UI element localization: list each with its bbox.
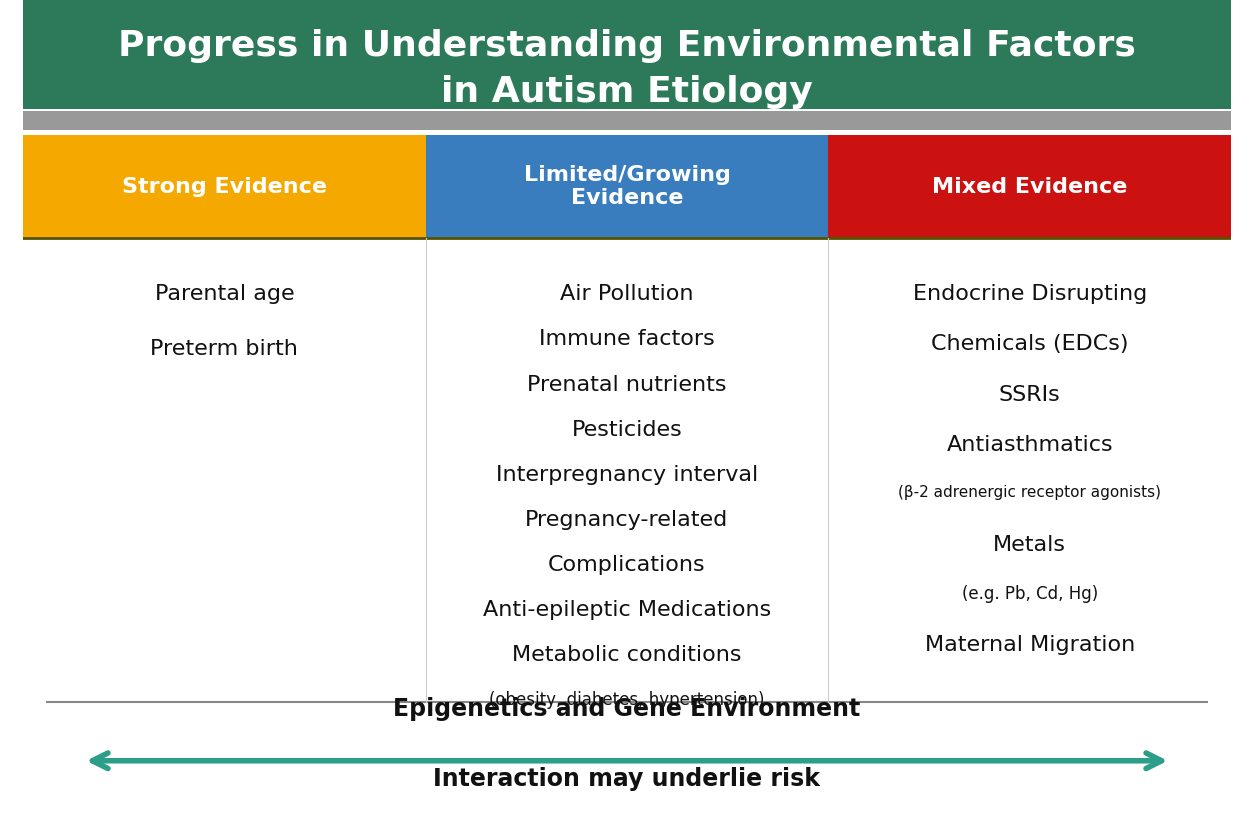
Text: Chemicals (EDCs): Chemicals (EDCs) [930, 334, 1129, 354]
Text: Mixed Evidence: Mixed Evidence [932, 177, 1127, 196]
Text: Prenatal nutrients: Prenatal nutrients [527, 375, 727, 395]
Text: Preterm birth: Preterm birth [150, 339, 298, 359]
Text: SSRIs: SSRIs [998, 385, 1061, 405]
Text: Metabolic conditions: Metabolic conditions [512, 645, 742, 665]
Text: Metals: Metals [993, 535, 1066, 555]
Text: Endocrine Disrupting: Endocrine Disrupting [913, 284, 1147, 304]
Text: Interaction may underlie risk: Interaction may underlie risk [434, 767, 820, 792]
Text: Progress in Understanding Environmental Factors: Progress in Understanding Environmental … [118, 29, 1136, 64]
Text: Interpregnancy interval: Interpregnancy interval [495, 465, 759, 485]
Text: Air Pollution: Air Pollution [561, 284, 693, 304]
Text: Complications: Complications [548, 555, 706, 575]
Text: Strong Evidence: Strong Evidence [122, 177, 327, 196]
FancyBboxPatch shape [23, 135, 425, 238]
Text: Limited/Growing
Evidence: Limited/Growing Evidence [524, 166, 730, 208]
Text: Pesticides: Pesticides [572, 420, 682, 440]
FancyBboxPatch shape [829, 135, 1231, 238]
Text: Epigenetics and Gene Environment: Epigenetics and Gene Environment [394, 696, 860, 721]
Text: Antiasthmatics: Antiasthmatics [947, 435, 1114, 455]
Text: Parental age: Parental age [154, 284, 295, 304]
Text: Immune factors: Immune factors [539, 329, 715, 349]
FancyBboxPatch shape [23, 0, 1231, 109]
Text: Pregnancy-related: Pregnancy-related [525, 510, 729, 530]
Text: (β-2 adrenergic receptor agonists): (β-2 adrenergic receptor agonists) [898, 485, 1161, 500]
Text: Anti-epileptic Medications: Anti-epileptic Medications [483, 600, 771, 620]
Text: (e.g. Pb, Cd, Hg): (e.g. Pb, Cd, Hg) [962, 585, 1097, 604]
Text: (obesity, diabetes, hypertension): (obesity, diabetes, hypertension) [489, 691, 765, 709]
FancyBboxPatch shape [23, 111, 1231, 130]
Text: in Autism Etiology: in Autism Etiology [441, 75, 813, 110]
Text: Maternal Migration: Maternal Migration [924, 635, 1135, 655]
FancyBboxPatch shape [425, 135, 829, 238]
